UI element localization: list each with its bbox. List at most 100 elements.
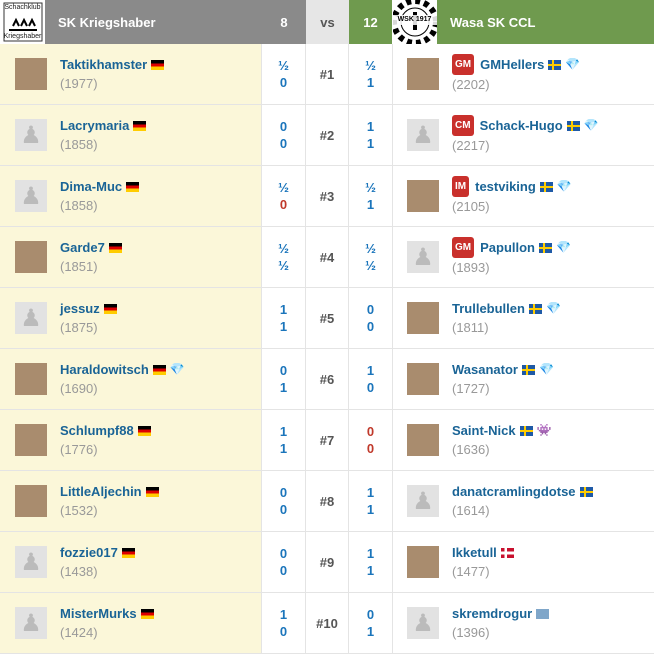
game-score[interactable]: 0 (366, 441, 375, 456)
avatar[interactable]: ♟ (407, 119, 439, 151)
game-score[interactable]: 1 (279, 302, 288, 317)
avatar[interactable]: ♟ (15, 546, 47, 578)
player-name[interactable]: Saint-Nick (452, 423, 516, 438)
player-name[interactable]: Taktikhamster (60, 57, 148, 72)
player-name[interactable]: danatcramlingdotse (452, 484, 576, 499)
game-score[interactable]: 0 (366, 319, 375, 334)
avatar[interactable] (407, 546, 439, 578)
game-score[interactable]: ½ (278, 180, 289, 195)
player-name[interactable]: Haraldowitsch (60, 362, 149, 377)
game-score[interactable]: 0 (366, 302, 375, 317)
game-score[interactable]: ½ (365, 58, 376, 73)
game-score[interactable]: 0 (279, 563, 288, 578)
avatar[interactable]: ♟ (15, 607, 47, 639)
avatar[interactable]: ♟ (15, 302, 47, 334)
player-name[interactable]: Papullon (480, 240, 535, 255)
game-score[interactable]: 0 (366, 424, 375, 439)
player-name[interactable]: testviking (475, 179, 536, 194)
game-score[interactable]: 0 (279, 624, 288, 639)
avatar[interactable] (407, 58, 439, 90)
game-score[interactable]: 0 (279, 136, 288, 151)
game-score[interactable]: 1 (366, 485, 375, 500)
home-player: Taktikhamster (1977) (0, 44, 262, 104)
player-name[interactable]: Lacrymaria (60, 118, 130, 133)
player-name[interactable]: skremdrogur (452, 606, 533, 621)
avatar[interactable]: ♟ (15, 180, 47, 212)
game-score[interactable]: 1 (366, 363, 375, 378)
game-score[interactable]: 0 (279, 502, 288, 517)
player-name[interactable]: LittleAljechin (60, 484, 142, 499)
game-score[interactable]: ½ (278, 258, 289, 273)
game-score[interactable]: 1 (366, 624, 375, 639)
game-score[interactable]: 1 (366, 546, 375, 561)
avatar[interactable]: ♟ (407, 485, 439, 517)
game-score[interactable]: 1 (366, 197, 375, 212)
away-player: Trullebullen 💎 (1811) (393, 288, 654, 348)
game-score[interactable]: 0 (279, 546, 288, 561)
avatar[interactable] (15, 424, 47, 456)
game-score[interactable]: 1 (366, 75, 375, 90)
game-score[interactable]: 1 (279, 424, 288, 439)
flag-se-icon (539, 181, 553, 192)
game-score[interactable]: ½ (278, 241, 289, 256)
avatar[interactable]: ♟ (407, 241, 439, 273)
avatar[interactable] (407, 363, 439, 395)
player-name[interactable]: jessuz (60, 301, 100, 316)
player-name[interactable]: MisterMurks (60, 606, 137, 621)
avatar[interactable]: ♟ (15, 119, 47, 151)
game-score[interactable]: 0 (279, 119, 288, 134)
player-name[interactable]: Ikketull (452, 545, 497, 560)
game-score[interactable]: 1 (279, 319, 288, 334)
diamond-membership-icon: 💎 (169, 362, 185, 376)
away-team-name[interactable]: Wasa SK CCL (450, 14, 536, 30)
avatar[interactable] (15, 363, 47, 395)
player-rating: (1636) (452, 442, 490, 457)
game-score[interactable]: 1 (366, 136, 375, 151)
game-score[interactable]: ½ (365, 180, 376, 195)
game-score[interactable]: 0 (366, 607, 375, 622)
player-name[interactable]: Wasanator (452, 362, 518, 377)
avatar[interactable] (407, 180, 439, 212)
game-score[interactable]: 0 (366, 380, 375, 395)
avatar[interactable] (15, 485, 47, 517)
game-score[interactable]: 1 (279, 380, 288, 395)
player-name[interactable]: fozzie017 (60, 545, 118, 560)
player-rating: (1438) (60, 564, 98, 579)
player-name[interactable]: Dima-Muc (60, 179, 123, 194)
player-rating: (1690) (60, 381, 98, 396)
avatar[interactable] (407, 302, 439, 334)
player-name[interactable]: GMHellers (480, 57, 545, 72)
avatar[interactable] (15, 58, 47, 90)
game-score[interactable]: 1 (366, 563, 375, 578)
game-score[interactable]: 0 (279, 197, 288, 212)
avatar[interactable] (407, 424, 439, 456)
avatar[interactable] (15, 241, 47, 273)
board-number: #8 (306, 471, 349, 531)
game-score[interactable]: ½ (278, 58, 289, 73)
player-name[interactable]: Trullebullen (452, 301, 525, 316)
game-score[interactable]: ½ (365, 241, 376, 256)
game-score[interactable]: ½ (365, 258, 376, 273)
home-team-name[interactable]: SK Kriegshaber (58, 14, 156, 30)
flag-no-icon (500, 547, 514, 558)
game-score[interactable]: 1 (366, 119, 375, 134)
home-team-logo[interactable]: Schachklub Kriegshaber (0, 0, 45, 44)
player-name[interactable]: Schlumpf88 (60, 423, 134, 438)
game-score[interactable]: 0 (279, 363, 288, 378)
game-score[interactable]: 1 (279, 441, 288, 456)
game-score[interactable]: 0 (279, 485, 288, 500)
game-score[interactable]: 1 (279, 607, 288, 622)
home-player: Haraldowitsch 💎 (1690) (0, 349, 262, 409)
game-score[interactable]: 0 (279, 75, 288, 90)
player-name[interactable]: Schack-Hugo (479, 118, 563, 133)
player-name[interactable]: Garde7 (60, 240, 105, 255)
away-team-logo[interactable]: WSK 1917 (392, 0, 437, 44)
avatar[interactable]: ♟ (407, 607, 439, 639)
game-score[interactable]: 1 (366, 502, 375, 517)
